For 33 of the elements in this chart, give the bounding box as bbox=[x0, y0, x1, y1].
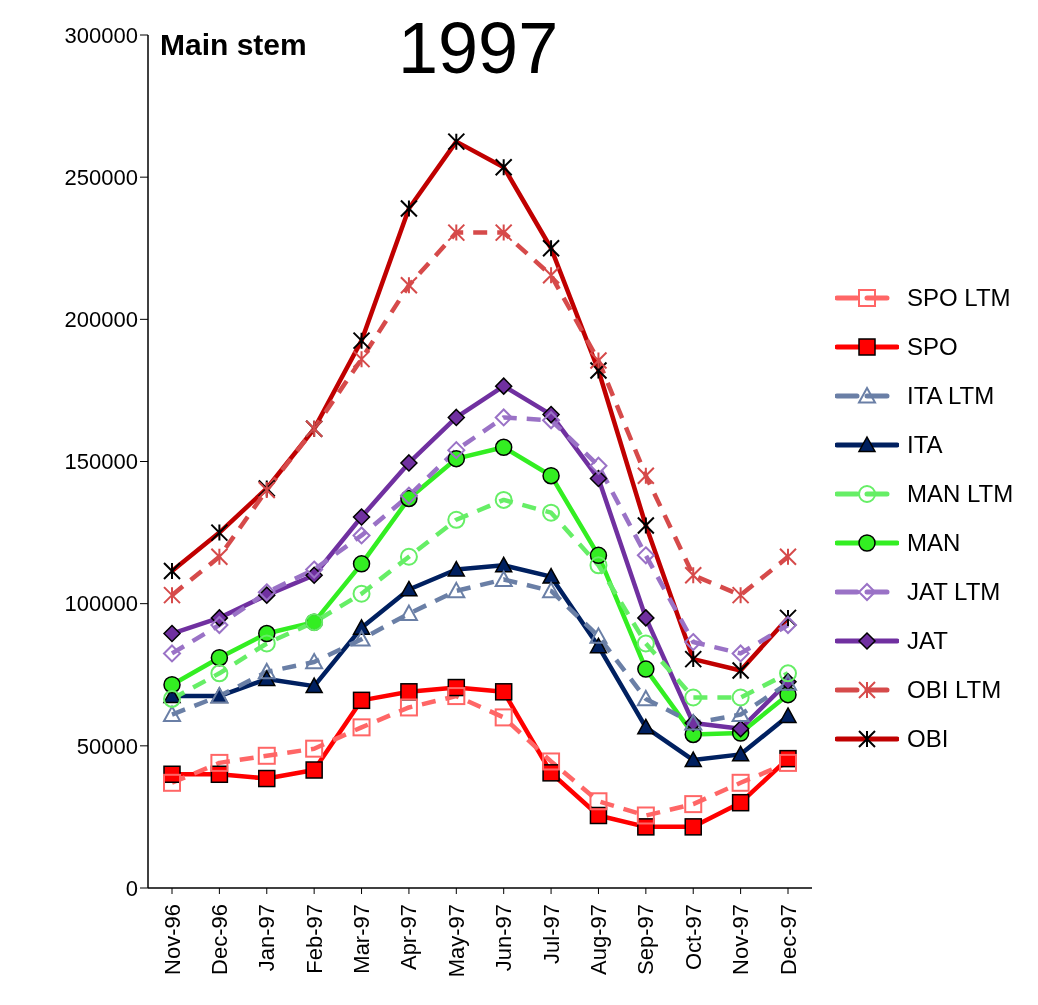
x-tick-label: Apr-97 bbox=[396, 904, 422, 971]
x-tick-label: Sep-97 bbox=[633, 904, 659, 975]
y-tick-label: 100000 bbox=[64, 591, 138, 617]
y-tick-label: 300000 bbox=[64, 22, 138, 48]
legend-label: ITA LTM bbox=[907, 381, 995, 410]
legend-label: SPO LTM bbox=[907, 283, 1011, 312]
x-tick-label: Jun-97 bbox=[491, 904, 517, 972]
x-tick-label: Jan-97 bbox=[254, 904, 280, 972]
x-tick-label: Oct-97 bbox=[680, 904, 706, 971]
legend-label: JAT bbox=[907, 626, 948, 655]
x-tick-label: Mar-97 bbox=[349, 904, 375, 974]
x-tick-label: Dec-96 bbox=[206, 904, 232, 975]
annotation: Main stem bbox=[160, 28, 307, 62]
legend-label: MAN bbox=[907, 528, 961, 557]
legend-label: MAN LTM bbox=[907, 479, 1014, 508]
y-tick-label: 50000 bbox=[76, 733, 138, 759]
x-tick-label: May-97 bbox=[443, 904, 469, 978]
y-tick-label: 0 bbox=[125, 875, 138, 901]
y-tick-label: 200000 bbox=[64, 307, 138, 333]
legend-label: OBI LTM bbox=[907, 675, 1002, 704]
x-tick-label: Feb-97 bbox=[301, 904, 327, 974]
legend-label: SPO bbox=[907, 332, 958, 361]
legend-label: ITA bbox=[907, 430, 943, 459]
x-tick-label: Dec-97 bbox=[775, 904, 801, 975]
x-tick-label: Jul-97 bbox=[538, 904, 564, 964]
x-tick-label: Nov-96 bbox=[159, 904, 185, 975]
x-tick-label: Nov-97 bbox=[728, 904, 754, 975]
y-tick-label: 150000 bbox=[64, 449, 138, 475]
y-tick-label: 250000 bbox=[64, 164, 138, 190]
x-tick-label: Aug-97 bbox=[585, 904, 611, 975]
legend-label: JAT LTM bbox=[907, 577, 1001, 606]
chart-title: 1997 bbox=[398, 8, 559, 88]
legend-label: OBI bbox=[907, 724, 949, 753]
